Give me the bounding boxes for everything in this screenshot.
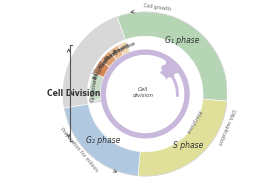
Text: Preparation for mitosis: Preparation for mitosis <box>59 127 99 173</box>
Circle shape <box>120 69 170 119</box>
Wedge shape <box>118 41 130 55</box>
Text: Cytokinesis: Cytokinesis <box>90 72 99 102</box>
Circle shape <box>101 50 189 138</box>
Text: Metaphase: Metaphase <box>103 42 130 62</box>
Wedge shape <box>89 41 130 104</box>
Text: DNA replication: DNA replication <box>216 108 235 145</box>
Wedge shape <box>109 45 124 60</box>
Wedge shape <box>118 41 130 55</box>
Wedge shape <box>109 45 124 60</box>
Text: Cell
division: Cell division <box>133 86 154 98</box>
Text: Interphase: Interphase <box>184 109 202 134</box>
Text: Cell growth: Cell growth <box>143 3 172 11</box>
Text: Telophase: Telophase <box>92 56 110 81</box>
Wedge shape <box>100 51 116 67</box>
Text: G₁ phase: G₁ phase <box>165 36 200 45</box>
Text: S phase: S phase <box>173 141 204 150</box>
Text: Mitosis: Mitosis <box>92 58 105 76</box>
Wedge shape <box>109 58 181 130</box>
Text: G₂ phase: G₂ phase <box>86 136 120 145</box>
Wedge shape <box>93 60 109 77</box>
Wedge shape <box>89 73 104 101</box>
Wedge shape <box>89 73 104 101</box>
Text: Cell Division: Cell Division <box>47 89 100 99</box>
Wedge shape <box>100 51 116 67</box>
Wedge shape <box>63 17 125 108</box>
Wedge shape <box>138 99 227 176</box>
Text: Prophase: Prophase <box>112 40 137 55</box>
Wedge shape <box>64 104 140 176</box>
Wedge shape <box>117 12 227 101</box>
Wedge shape <box>93 60 109 77</box>
Text: Anaphase: Anaphase <box>98 47 120 70</box>
